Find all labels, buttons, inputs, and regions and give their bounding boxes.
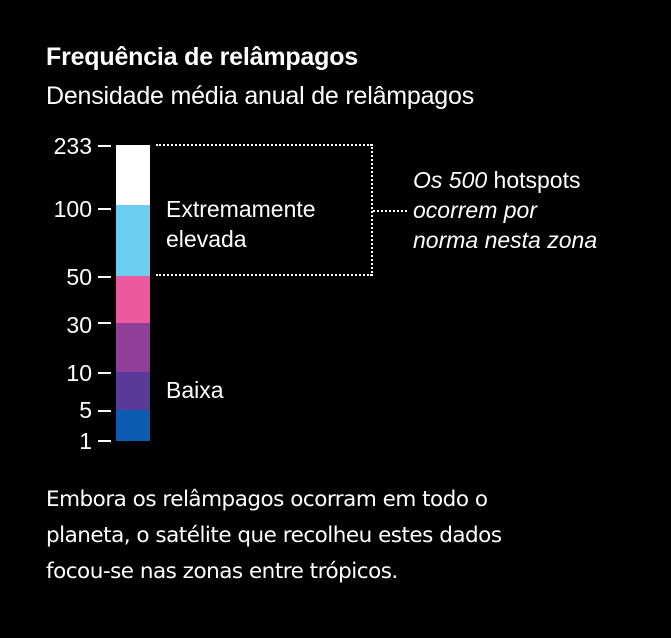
tick-label-5: 5 (79, 397, 92, 423)
colorbar-segment-30-50 (116, 276, 150, 323)
tick-mark (98, 372, 111, 374)
colorbar-segment-1-5 (116, 410, 150, 441)
footnote: Embora os relâmpagos ocorram em todo o p… (46, 487, 502, 584)
hotspots-annotation: Os 500 hotspots ocorrem por norma nesta … (413, 167, 598, 253)
tick-mark (98, 322, 111, 324)
tick-label-100: 100 (53, 196, 92, 222)
bracket-bottom-line (156, 274, 372, 276)
tick-mark (98, 276, 111, 278)
colorbar-segment-5-10 (116, 372, 150, 410)
chart-title: Frequência de relâmpagos (46, 43, 358, 71)
category-label-low: Baixa (166, 377, 224, 403)
colorbar-segment-50-100 (116, 205, 150, 276)
tick-mark (98, 145, 111, 147)
tick-label-233: 233 (53, 133, 92, 159)
bracket-vertical-line (371, 144, 373, 276)
tick-label-10: 10 (66, 360, 92, 386)
bracket-top-line (156, 144, 372, 146)
chart-subtitle: Densidade média anual de relâmpagos (46, 82, 475, 110)
tick-label-50: 50 (66, 264, 92, 290)
tick-mark (98, 440, 111, 442)
tick-label-30: 30 (66, 312, 92, 338)
category-label-high: Extremamente elevada (166, 196, 316, 252)
colorbar-segment-10-30 (116, 323, 150, 372)
tick-mark (98, 208, 111, 210)
colorbar-segment-100-233 (116, 145, 150, 205)
tick-label-1: 1 (79, 428, 92, 454)
bracket-connector-line (373, 210, 407, 212)
tick-mark (98, 410, 111, 412)
